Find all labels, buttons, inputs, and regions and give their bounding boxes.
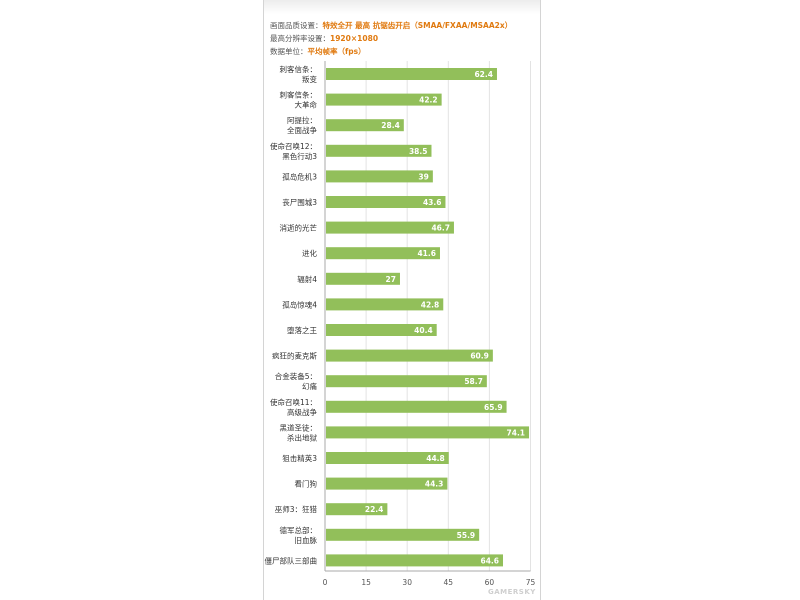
bar [326,221,454,234]
chart-panel: 画面品质设置：特效全开 最高 抗锯齿开启（SMAA/FXAA/MSAA2x） 最… [263,0,541,600]
bar-value-label: 28.4 [381,121,400,130]
bar [326,68,497,80]
bar-value-label: 65.9 [484,403,503,412]
category-label: 幻痛 [302,381,317,391]
bar [326,528,480,541]
unit-line: 数据单位：平均帧率（fps） [270,47,366,57]
category-label: 僵尸部队三部曲 [265,555,318,565]
bar-value-label: 74.1 [507,428,526,437]
bar [326,298,444,311]
bar-value-label: 42.2 [419,96,438,105]
bar-value-label: 44.8 [426,454,445,463]
bar-value-label: 55.9 [457,531,476,540]
category-label: 巫师3：狂猎 [275,504,318,514]
x-tick-label: 45 [444,578,454,587]
category-label: 合金装备5： [275,371,317,381]
bar-value-label: 39 [418,172,428,181]
bar [326,426,530,439]
category-label: 疯狂的麦克斯 [272,351,317,361]
category-label: 使命召唤12： [270,141,317,151]
category-label: 使命召唤11： [270,397,317,407]
category-label: 全面战争 [287,125,317,135]
bar-value-label: 62.4 [474,70,493,79]
category-label: 孤岛惊魂4 [282,299,317,309]
category-label: 孤岛危机3 [282,171,317,181]
category-label: 黑色行动3 [282,151,317,161]
category-label: 高级战争 [287,407,317,417]
category-label: 旧血脉 [295,535,318,545]
quality-settings-label: 画面品质设置： [270,21,323,30]
category-label: 杀出地狱 [287,432,317,442]
x-tick-label: 30 [402,578,412,587]
unit-value: 平均帧率（fps） [307,47,366,56]
unit-label: 数据单位： [270,47,308,56]
bar [326,452,449,464]
category-label: 辐射4 [297,274,317,284]
bar [326,93,442,106]
x-tick-label: 75 [526,578,536,587]
bar-value-label: 46.7 [431,224,450,233]
bar [326,554,504,567]
bar-value-label: 43.6 [423,198,442,207]
bar [326,196,446,208]
bar [326,324,437,336]
bar [326,503,388,516]
category-label: 丧尸围城3 [282,198,317,207]
bar-value-label: 22.4 [365,505,384,514]
category-label: 看门狗 [295,479,318,489]
resolution-line: 最高分辨率设置：1920×1080 [270,34,378,44]
bar-value-label: 44.3 [425,480,444,489]
resolution-value: 1920×1080 [330,34,379,43]
category-label: 黑道圣徒： [280,422,318,432]
bar [326,247,440,260]
bar [326,375,487,388]
bar [326,170,433,183]
category-label: 堕落之王 [287,325,317,335]
bar [326,477,448,490]
category-label: 狙击精英3 [282,453,317,463]
category-label: 消逝的光芒 [280,223,318,233]
bar-value-label: 58.7 [464,377,483,386]
bar-value-label: 38.5 [409,147,428,156]
x-tick-label: 60 [485,578,495,587]
category-label: 阿提拉： [287,115,317,125]
top-fade [264,0,540,14]
bar-value-label: 40.4 [414,326,433,335]
bar [326,272,400,285]
bar [326,119,404,132]
category-label: 德军总部： [280,525,318,535]
bar-value-label: 27 [386,275,396,284]
bar-value-label: 60.9 [470,352,489,361]
bar [326,400,507,413]
category-label: 进化 [302,248,317,258]
watermark-logo: GAMERSKY [488,588,536,596]
quality-settings-line: 画面品质设置：特效全开 最高 抗锯齿开启（SMAA/FXAA/MSAA2x） [270,21,512,31]
x-tick-label: 0 [323,578,328,587]
category-label: 叛变 [302,74,317,84]
category-label: 刺客信条： [280,90,318,100]
quality-settings-value: 特效全开 最高 抗锯齿开启（SMAA/FXAA/MSAA2x） [322,21,513,30]
bar-value-label: 42.8 [421,300,440,309]
bar [326,144,432,157]
category-label: 大革命 [295,100,318,110]
x-tick-label: 15 [361,578,371,587]
bar-value-label: 64.6 [480,556,499,565]
bar-chart: 0 15 30 45 60 7562.4刺客信条：叛变42.2刺客信条：大革命28.4阿提… [265,61,536,587]
resolution-label: 最高分辨率设置： [270,34,330,43]
bar-value-label: 41.6 [417,249,436,258]
category-label: 刺客信条： [280,64,318,74]
bar [326,349,493,362]
